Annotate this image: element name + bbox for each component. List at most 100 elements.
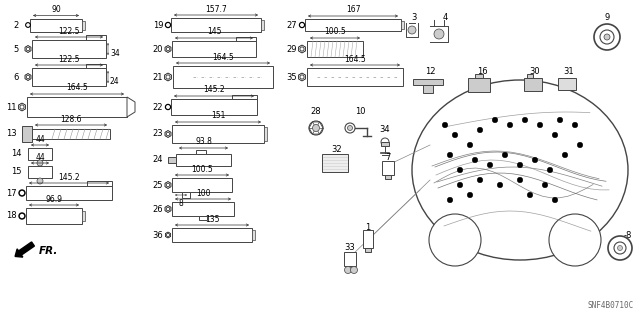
- Circle shape: [37, 160, 43, 166]
- Text: 11: 11: [6, 102, 16, 111]
- Circle shape: [447, 197, 453, 203]
- Bar: [365, 248, 371, 252]
- Circle shape: [345, 123, 355, 133]
- Text: 33: 33: [344, 244, 355, 252]
- Text: 2: 2: [13, 20, 19, 29]
- Bar: [401, 21, 404, 29]
- Circle shape: [351, 267, 358, 274]
- Bar: [344, 252, 356, 266]
- Bar: [172, 125, 264, 143]
- Text: 145.2: 145.2: [58, 172, 80, 181]
- Circle shape: [497, 182, 503, 188]
- Circle shape: [537, 122, 543, 128]
- Circle shape: [429, 214, 481, 266]
- Polygon shape: [164, 73, 172, 81]
- Text: 9: 9: [604, 12, 610, 21]
- Text: 23: 23: [153, 130, 163, 139]
- Circle shape: [166, 183, 170, 187]
- Circle shape: [19, 190, 25, 196]
- Polygon shape: [165, 181, 171, 188]
- Circle shape: [600, 30, 614, 44]
- Text: 17: 17: [6, 188, 16, 197]
- Circle shape: [527, 192, 532, 198]
- Text: 96.9: 96.9: [45, 195, 63, 204]
- Text: 5: 5: [13, 44, 19, 53]
- Bar: [182, 192, 190, 198]
- Text: 12: 12: [425, 68, 435, 76]
- Text: SNF4B0710C: SNF4B0710C: [588, 301, 634, 310]
- Circle shape: [608, 236, 632, 260]
- Circle shape: [309, 121, 323, 135]
- Circle shape: [467, 192, 473, 198]
- Text: 93.8: 93.8: [195, 138, 212, 147]
- Bar: [558, 78, 576, 90]
- Bar: [22, 126, 32, 142]
- Text: 164.5: 164.5: [66, 84, 88, 92]
- Text: 122.5: 122.5: [58, 54, 80, 63]
- Text: 1: 1: [365, 223, 371, 233]
- Bar: [199, 216, 207, 220]
- Text: 19: 19: [153, 20, 163, 29]
- Text: 167: 167: [346, 5, 360, 14]
- Circle shape: [166, 207, 170, 211]
- Circle shape: [562, 152, 568, 158]
- Bar: [252, 230, 255, 240]
- Circle shape: [300, 75, 304, 79]
- Bar: [307, 41, 363, 57]
- Text: 31: 31: [564, 68, 574, 76]
- Circle shape: [26, 23, 30, 27]
- Circle shape: [312, 124, 319, 132]
- Bar: [171, 99, 257, 115]
- Text: 28: 28: [310, 108, 321, 116]
- Polygon shape: [25, 74, 31, 81]
- Bar: [196, 150, 206, 154]
- Bar: [363, 230, 373, 248]
- Text: 24: 24: [110, 77, 120, 86]
- Bar: [173, 66, 273, 88]
- Circle shape: [517, 177, 523, 183]
- Text: 22: 22: [153, 102, 163, 111]
- Text: 35: 35: [287, 73, 298, 82]
- Text: 157.7: 157.7: [205, 4, 227, 13]
- Circle shape: [344, 267, 351, 274]
- Circle shape: [442, 122, 448, 128]
- Circle shape: [502, 152, 508, 158]
- Bar: [264, 127, 267, 141]
- Text: 100.5: 100.5: [324, 28, 346, 36]
- FancyArrow shape: [15, 242, 35, 257]
- Circle shape: [477, 177, 483, 183]
- Circle shape: [457, 182, 463, 188]
- Circle shape: [557, 117, 563, 123]
- Circle shape: [477, 127, 483, 133]
- Circle shape: [549, 214, 601, 266]
- Text: FR.: FR.: [39, 246, 58, 256]
- Polygon shape: [19, 103, 26, 111]
- Text: 29: 29: [287, 44, 297, 53]
- Text: 4: 4: [442, 12, 447, 21]
- Text: 8: 8: [179, 199, 184, 208]
- Bar: [172, 202, 234, 216]
- Circle shape: [457, 167, 463, 173]
- Bar: [172, 178, 232, 192]
- Circle shape: [301, 24, 303, 26]
- Bar: [28, 148, 52, 160]
- Circle shape: [26, 47, 29, 51]
- Polygon shape: [165, 232, 171, 238]
- Circle shape: [467, 142, 473, 148]
- Circle shape: [552, 132, 558, 138]
- Circle shape: [614, 242, 626, 254]
- Circle shape: [167, 24, 169, 26]
- Circle shape: [604, 34, 610, 40]
- Bar: [82, 20, 85, 29]
- Bar: [524, 78, 542, 91]
- Text: 145: 145: [207, 28, 221, 36]
- Ellipse shape: [412, 80, 628, 260]
- Circle shape: [594, 24, 620, 50]
- Circle shape: [300, 47, 304, 51]
- Bar: [236, 37, 256, 41]
- Text: 151: 151: [211, 111, 225, 121]
- Text: 128.6: 128.6: [60, 115, 82, 124]
- Bar: [468, 78, 490, 92]
- Polygon shape: [165, 131, 171, 138]
- Circle shape: [517, 162, 523, 168]
